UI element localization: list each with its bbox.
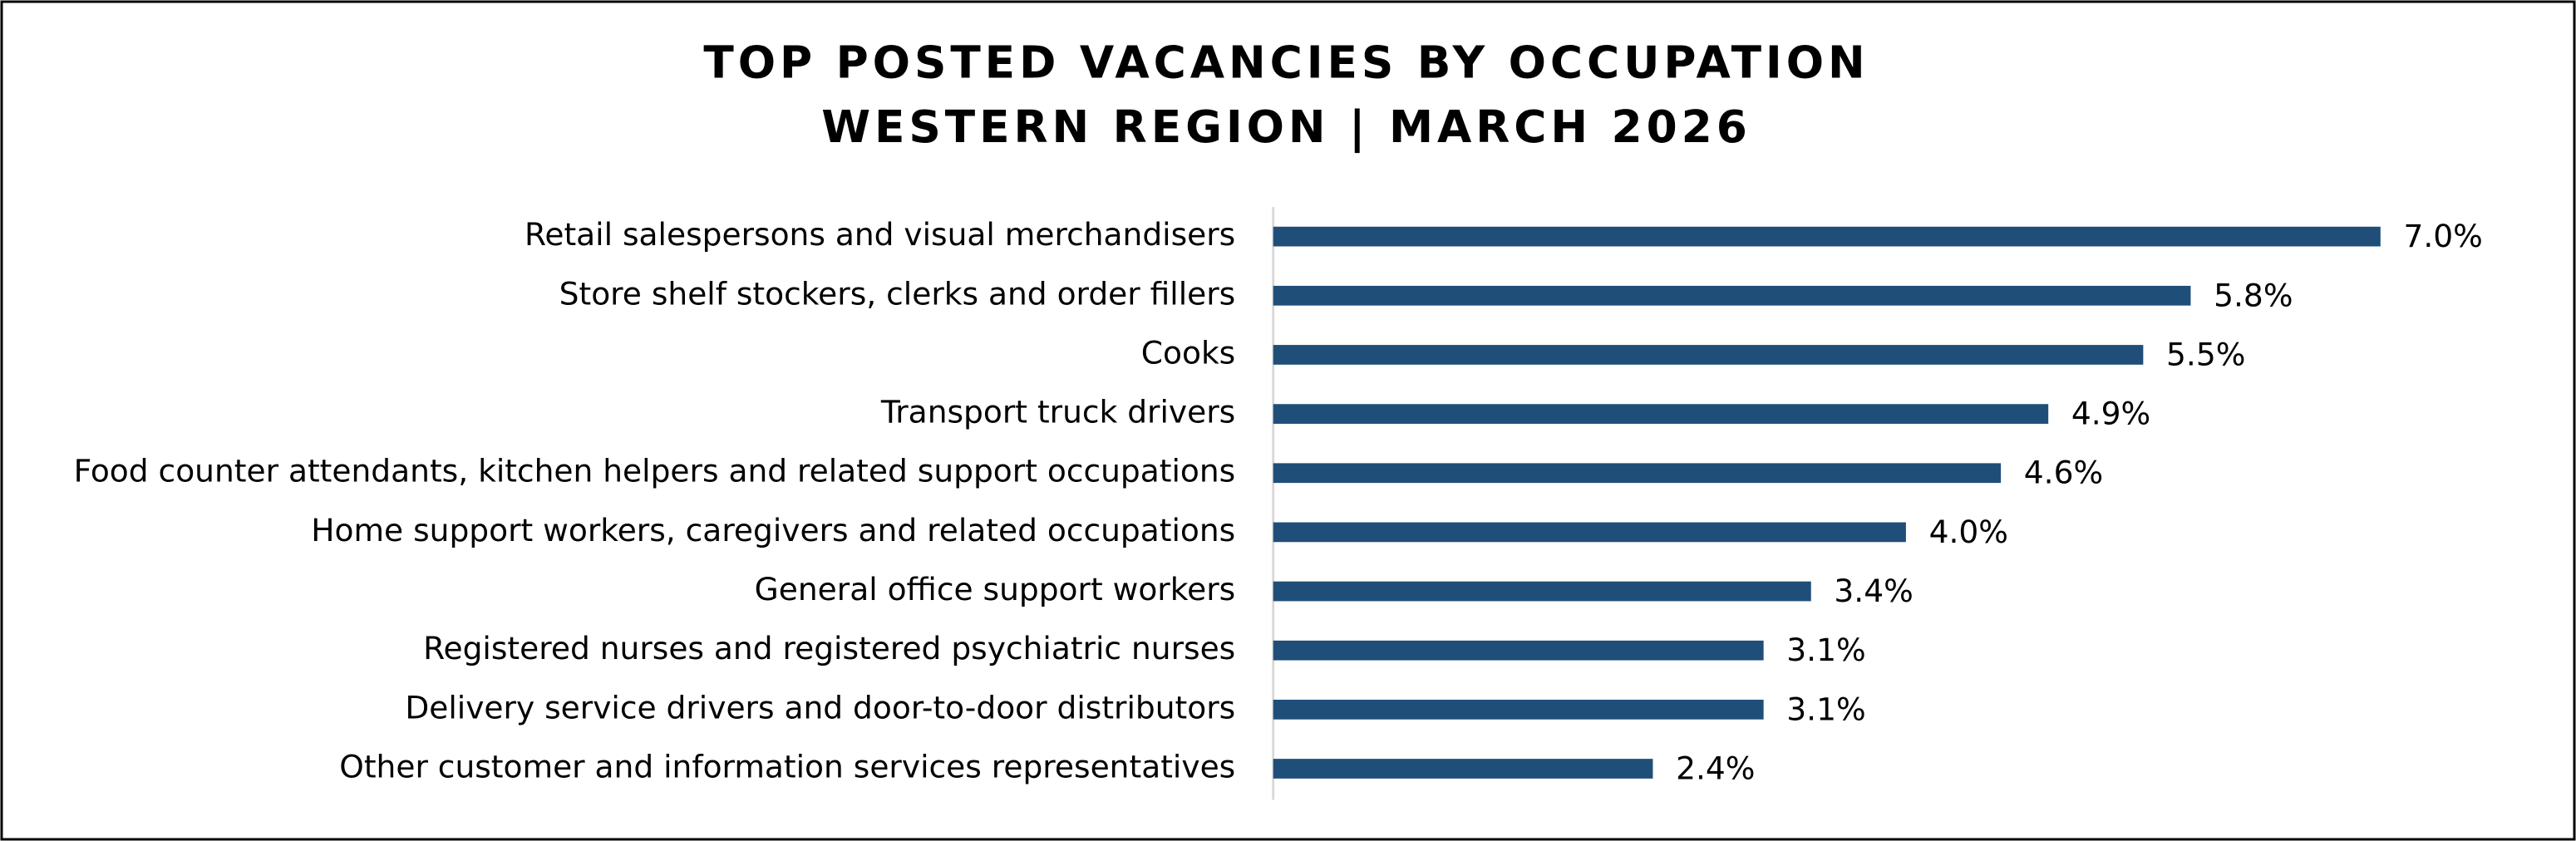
y-tick-label: Food counter attendants, kitchen helpers… xyxy=(74,453,1236,489)
value-label: 4.9% xyxy=(2071,396,2150,432)
bar xyxy=(1273,226,2381,247)
bar xyxy=(1273,285,2191,306)
bar xyxy=(1273,463,2002,484)
y-tick-label: Cooks xyxy=(1141,334,1235,371)
bar xyxy=(1273,581,1811,602)
bar xyxy=(1273,640,1764,661)
value-label: 3.1% xyxy=(1786,632,1865,668)
bar xyxy=(1273,345,2144,365)
value-label: 5.8% xyxy=(2214,277,2293,313)
bar xyxy=(1273,522,1906,543)
y-tick-label: Registered nurses and registered psychia… xyxy=(423,630,1235,666)
value-label: 4.0% xyxy=(1929,514,2008,550)
bar xyxy=(1273,404,2049,424)
y-tick-label: Delivery service drivers and door-to-doo… xyxy=(405,689,1235,725)
y-tick-label: Transport truck drivers xyxy=(880,394,1235,430)
y-tick-label: General office support workers xyxy=(755,571,1236,607)
value-label: 3.1% xyxy=(1786,691,1865,727)
y-tick-label: Store shelf stockers, clerks and order f… xyxy=(559,275,1236,312)
value-label: 7.0% xyxy=(2403,218,2482,254)
chart-subtitle: WESTERN REGION | MARCH 2026 xyxy=(821,101,1751,153)
y-tick-label: Other customer and information services … xyxy=(339,748,1235,784)
bar xyxy=(1273,759,1653,779)
bar xyxy=(1273,699,1764,720)
y-tick-label: Home support workers, caregivers and rel… xyxy=(311,512,1235,548)
y-tick-label: Retail salespersons and visual merchandi… xyxy=(525,216,1235,253)
value-label: 2.4% xyxy=(1676,750,1755,786)
value-label: 3.4% xyxy=(1834,573,1913,609)
value-label: 5.5% xyxy=(2166,336,2245,372)
chart-title: TOP POSTED VACANCIES BY OCCUPATION xyxy=(703,37,1869,89)
value-label: 4.6% xyxy=(2024,455,2103,491)
